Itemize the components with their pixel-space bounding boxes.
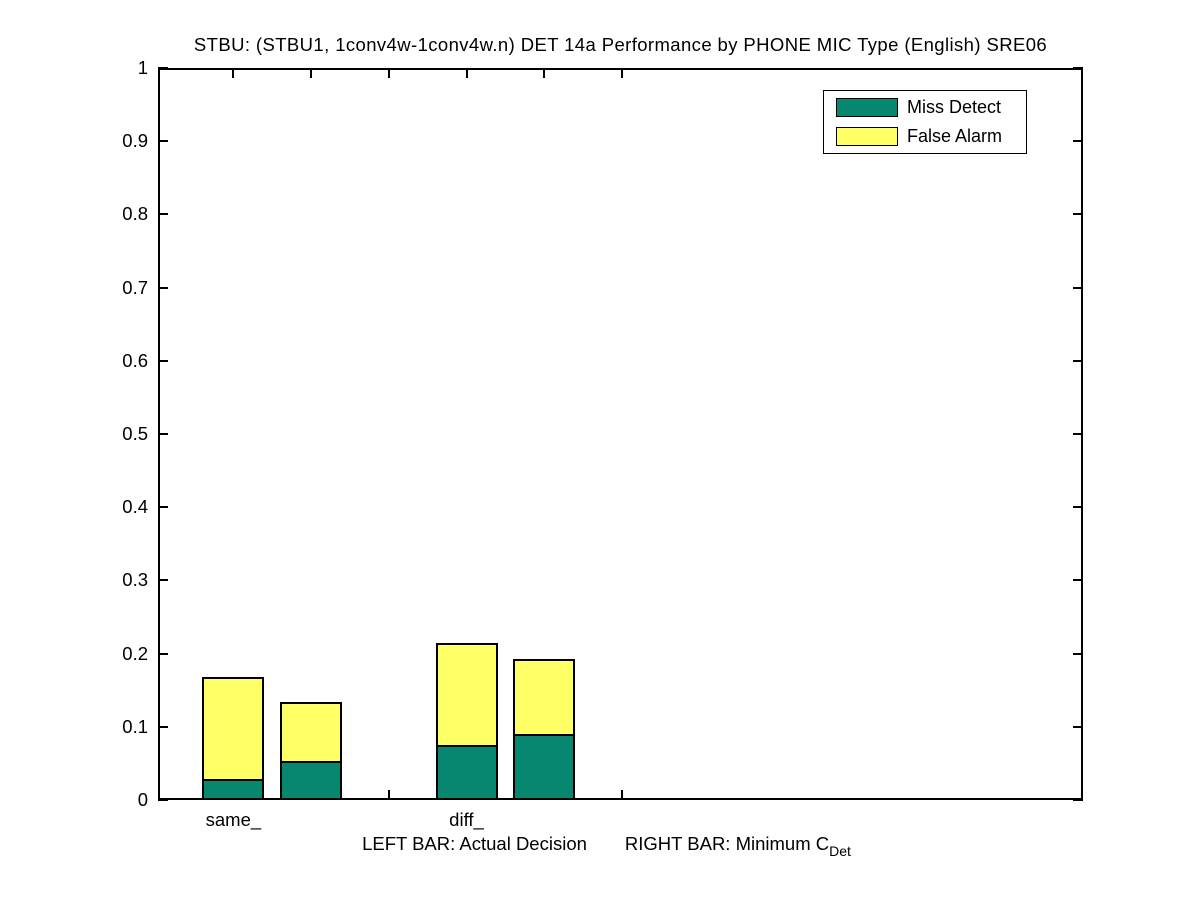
caption-right-bar: RIGHT BAR: Minimum C [624,833,830,854]
y-tick-left [158,433,168,435]
y-tick-right [1073,725,1083,728]
x-tick-label: same_ [205,809,262,830]
y-tick-left [158,286,168,289]
y-tick-left [158,579,168,582]
y-tick-label: 0.4 [122,496,148,518]
y-tick-right [1073,67,1083,69]
y-tick-left [158,140,168,143]
legend-label-miss-detect: Miss Detect [907,97,1002,118]
y-tick-label: 0.1 [122,715,148,737]
y-tick-left [158,725,168,728]
y-tick-label: 1 [137,57,148,78]
bar-segment-false-alarm [435,642,498,747]
y-tick-label: 0.6 [122,349,148,371]
y-tick-label: 0.2 [122,642,148,664]
legend-swatch-false-alarm [836,126,898,146]
x-tick-bottom [620,790,623,800]
y-tick-label: 0.8 [122,203,148,225]
y-tick-right [1073,359,1083,362]
x-tick-top [543,68,546,78]
y-tick-right [1073,799,1083,801]
legend: Miss Detect False Alarm [823,90,1027,154]
x-tick-top [620,68,623,78]
x-tick-top [465,68,468,78]
y-tick-right [1073,140,1083,143]
y-tick-right [1073,579,1083,582]
y-tick-left [158,506,168,509]
legend-label-false-alarm: False Alarm [907,125,1003,146]
bar-segment-miss-detect [202,780,265,800]
y-tick-left [158,213,168,216]
x-tick-top [387,68,390,78]
y-tick-right [1073,433,1083,435]
y-tick-left [158,359,168,362]
x-tick-label: diff_ [449,809,484,830]
legend-item-false-alarm: False Alarm [824,124,1026,148]
x-tick-bottom [387,790,390,800]
bar-segment-false-alarm [202,677,265,781]
bar-segment-false-alarm [280,701,343,763]
y-tick-label: 0.7 [122,276,148,298]
y-tick-left [158,67,168,69]
y-tick-label: 0.3 [122,569,148,591]
plot-area: Miss Detect False Alarm 0 0.1 0.2 0.3 0.4 0.5… [122,57,1083,830]
y-tick-label: 0 [137,789,148,810]
y-tick-right [1073,506,1083,509]
y-tick-left [158,799,168,801]
y-tick-left [158,652,168,655]
y-tick-label: 0.9 [122,130,148,152]
legend-item-miss-detect: Miss Detect [824,96,1026,120]
chart-title: STBU: (STBU1, 1conv4w-1conv4w.n) DET 14a… [193,34,1048,55]
y-tick-right [1073,286,1083,289]
x-axis-caption: LEFT BAR: Actual Decision RIGHT BAR: Mini… [144,833,1069,859]
axes-box [158,68,1083,800]
bar-segment-miss-detect [435,746,498,800]
x-tick-top [310,68,313,78]
legend-swatch-miss-detect [836,98,898,118]
bar-segment-false-alarm [513,659,576,736]
y-tick-label: 0.5 [122,423,148,444]
bar-segment-miss-detect [280,762,343,800]
caption-subscript: Det [829,843,851,859]
bar-segment-miss-detect [513,735,576,800]
y-tick-right [1073,652,1083,655]
x-tick-top [232,68,235,78]
y-tick-right [1073,213,1083,216]
caption-left-bar: LEFT BAR: Actual Decision [362,833,587,854]
